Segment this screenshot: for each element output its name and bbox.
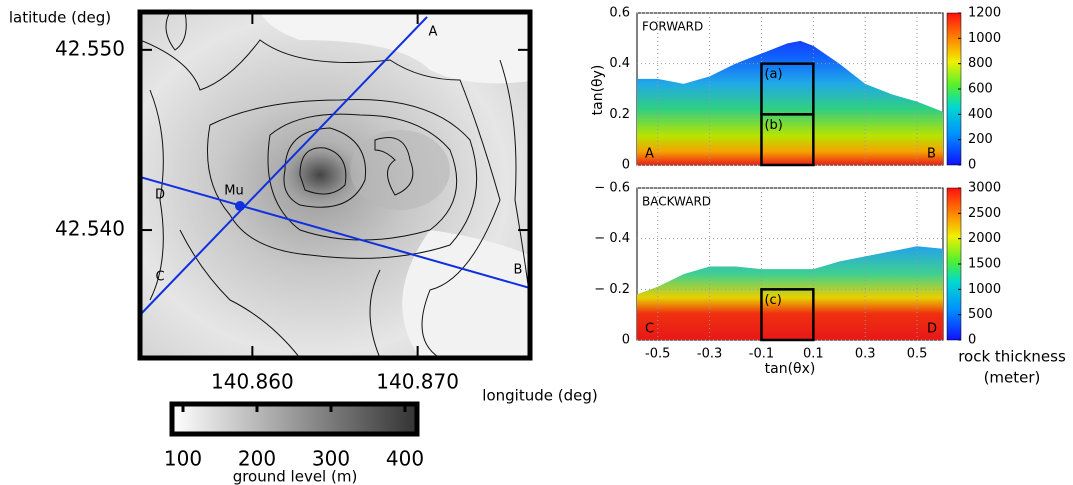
colorbar-tick-label: 1200 <box>968 6 1001 21</box>
colorbar-tick-label: 3000 <box>968 181 1001 196</box>
point-label: C <box>155 270 164 285</box>
panel-title: FORWARD <box>642 20 703 34</box>
colorbar-tick-label: 400 <box>968 107 993 122</box>
colorbar-tick-label: 400 <box>386 447 424 471</box>
x-tick-label: 0.5 <box>907 347 928 362</box>
colorbar-tick-label: 600 <box>968 82 993 97</box>
colorbar-tick-label: 1000 <box>968 31 1001 46</box>
colorbar-label: (meter) <box>984 369 1041 387</box>
y-tick-label: 0.4 <box>609 56 630 71</box>
colorbar-label: ground level (m) <box>233 468 358 485</box>
box-label: (a) <box>764 67 782 82</box>
colorbar-tick-label: 1500 <box>968 257 1001 272</box>
x-tick-label: 0.3 <box>855 347 876 362</box>
colorbar-label: rock thickness <box>958 348 1066 366</box>
colorbar-tick-label: 500 <box>968 307 993 322</box>
rock-area <box>637 246 943 340</box>
rock-area <box>637 41 943 165</box>
box-label: (b) <box>764 118 782 133</box>
corner-label: D <box>927 322 937 337</box>
y-tick-label: − 0.4 <box>594 231 630 246</box>
y-tick-label: 0 <box>622 158 630 173</box>
y-tick-label: − 0.6 <box>594 181 630 196</box>
colorbar-tick-label: 200 <box>968 132 993 147</box>
point-label: A <box>429 25 438 40</box>
colorbar-tick-label: 1000 <box>968 282 1001 297</box>
colorbar-tick-label: 0 <box>968 333 976 348</box>
y-tick-label: 42.550 <box>55 36 125 60</box>
map-relief <box>140 12 540 358</box>
corner-label: C <box>645 322 654 337</box>
point-label: D <box>155 188 165 203</box>
ground-colorbar <box>172 404 417 434</box>
x-tick-label: 0.1 <box>803 347 824 362</box>
colorbar-tick-label: 2000 <box>968 231 1001 246</box>
colorbar-tick-label: 800 <box>968 56 993 71</box>
colorbar-tick-label: 2500 <box>968 206 1001 221</box>
panel-title: BACKWARD <box>642 195 711 209</box>
colorbar-tick-label: 100 <box>164 447 202 471</box>
y-tick-label: 0 <box>622 333 630 348</box>
axis-label: longitude (deg) <box>482 387 597 405</box>
colorbar-tick-label: 0 <box>968 158 976 173</box>
point-label: Mu <box>224 184 243 199</box>
figure: 140.860 140.870 42.550 42.540 latitude (deg)… <box>0 0 1073 485</box>
corner-label: B <box>927 147 936 162</box>
x-tick-label: -0.3 <box>697 347 722 362</box>
x-tick-label: -0.5 <box>645 347 670 362</box>
y-tick-label: 0.2 <box>609 107 630 122</box>
y-tick-label: − 0.2 <box>594 282 630 297</box>
axis-label: tan(θy) <box>590 65 606 116</box>
y-tick-label: 42.540 <box>55 217 125 241</box>
x-tick-label: 140.870 <box>376 370 459 394</box>
corner-label: A <box>645 147 654 162</box>
y-tick-label: 0.6 <box>609 6 630 21</box>
axis-label: latitude (deg) <box>9 9 111 27</box>
point-label: B <box>514 263 523 278</box>
x-tick-label: -0.1 <box>749 347 774 362</box>
x-tick-label: 140.860 <box>211 370 294 394</box>
axis-label: tan(θx) <box>765 361 816 377</box>
box-label: (c) <box>764 293 781 308</box>
